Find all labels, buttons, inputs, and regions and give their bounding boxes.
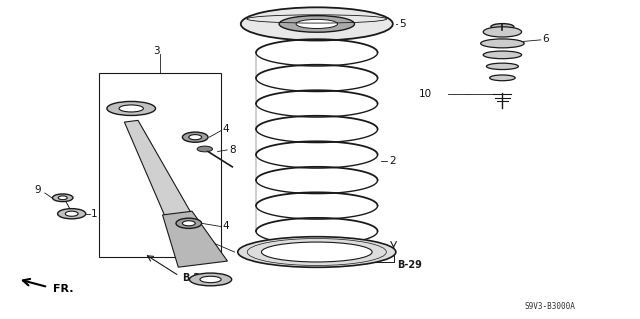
Ellipse shape [189, 273, 232, 286]
Text: 10: 10 [419, 89, 432, 99]
Ellipse shape [119, 105, 143, 112]
Text: 5: 5 [399, 19, 405, 29]
Ellipse shape [58, 209, 86, 219]
Text: B-29: B-29 [182, 273, 207, 283]
Text: 2: 2 [389, 156, 396, 166]
Text: 6: 6 [543, 34, 549, 44]
Ellipse shape [197, 146, 212, 152]
Text: B-29: B-29 [397, 260, 422, 271]
Ellipse shape [107, 101, 156, 115]
Ellipse shape [486, 63, 518, 70]
Text: 1: 1 [91, 209, 97, 219]
Ellipse shape [182, 132, 208, 142]
Ellipse shape [52, 194, 73, 202]
Ellipse shape [176, 218, 202, 228]
Ellipse shape [241, 7, 393, 41]
Ellipse shape [483, 51, 522, 59]
Polygon shape [124, 120, 196, 225]
Text: S9V3-B3000A: S9V3-B3000A [525, 302, 575, 311]
Ellipse shape [182, 221, 195, 226]
Ellipse shape [65, 211, 78, 216]
Ellipse shape [491, 24, 514, 30]
Text: 3: 3 [154, 46, 160, 56]
Bar [99, 73, 221, 257]
Text: 8: 8 [229, 145, 236, 155]
Ellipse shape [200, 276, 221, 283]
Ellipse shape [189, 135, 202, 140]
Text: 7: 7 [189, 234, 196, 244]
Ellipse shape [262, 242, 372, 262]
Ellipse shape [481, 39, 524, 48]
Ellipse shape [58, 196, 67, 200]
Ellipse shape [483, 27, 522, 37]
Ellipse shape [238, 237, 396, 267]
Polygon shape [163, 211, 227, 267]
Ellipse shape [490, 75, 515, 81]
Text: 4: 4 [223, 221, 229, 232]
Text: FR.: FR. [53, 284, 74, 294]
Ellipse shape [296, 19, 337, 28]
Ellipse shape [279, 16, 355, 32]
Text: 4: 4 [223, 124, 229, 134]
Text: 9: 9 [34, 185, 40, 195]
